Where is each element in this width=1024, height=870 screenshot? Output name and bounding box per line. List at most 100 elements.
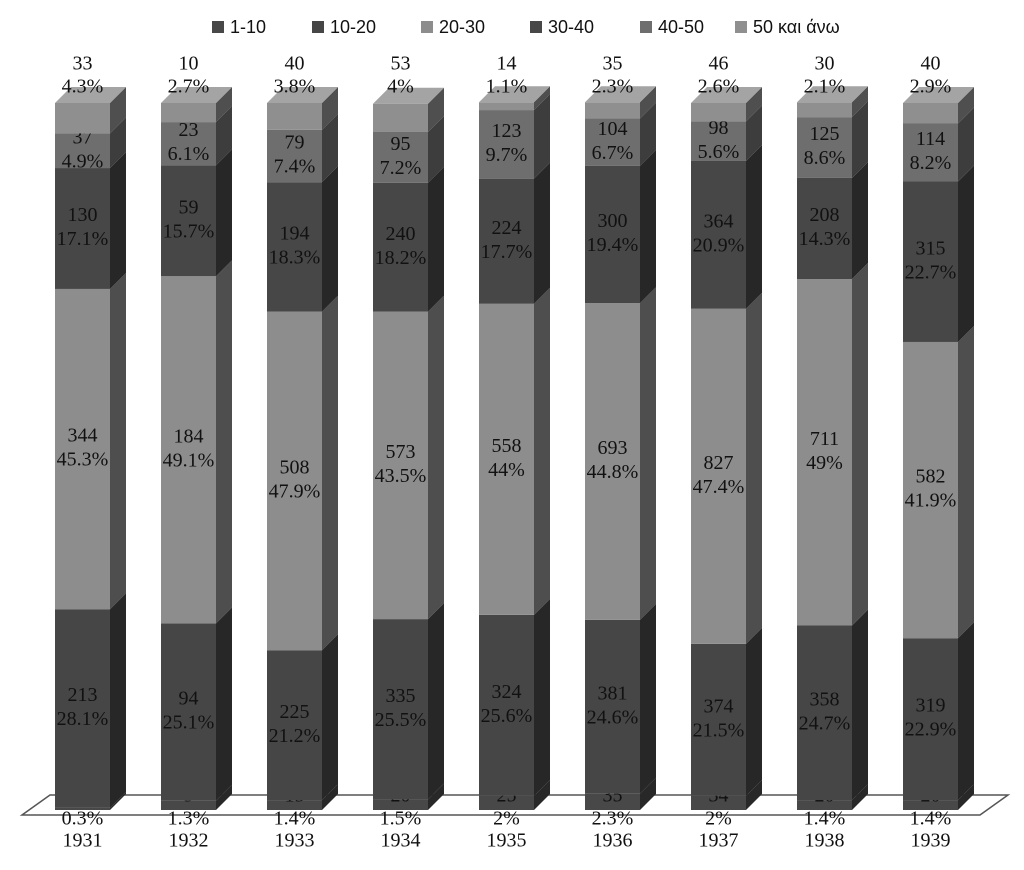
percent-label: 47.4% [693, 476, 745, 498]
bar-side [958, 325, 974, 639]
count-label: 240 [386, 223, 416, 245]
bar-side [322, 634, 338, 801]
legend-label: 10-20 [330, 17, 376, 37]
bar [691, 795, 746, 810]
bar-side [958, 165, 974, 342]
count-label: 827 [704, 452, 734, 474]
bar-side [852, 784, 868, 810]
bar [373, 799, 428, 810]
count-label: 98 [709, 117, 729, 139]
bar [691, 121, 746, 161]
percent-label: 17.7% [481, 241, 533, 263]
count-label: 315 [916, 237, 946, 259]
bar [903, 181, 958, 342]
bar [903, 800, 958, 810]
bar [55, 288, 110, 610]
bar [373, 182, 428, 312]
bar-side [746, 87, 762, 122]
percent-label: 6.1% [168, 143, 210, 165]
bar-side [746, 105, 762, 161]
x-tick-label: 1936 [593, 830, 633, 852]
count-label: 573 [386, 441, 416, 463]
bar-side [110, 593, 126, 808]
bar [479, 178, 534, 304]
count-label: 213 [68, 684, 98, 706]
count-label: 33 [73, 53, 93, 75]
bar [55, 807, 110, 810]
bar-side [852, 101, 868, 178]
count-label: 10 [179, 53, 199, 75]
count-label: 381 [598, 682, 628, 704]
count-label: 224 [492, 217, 522, 239]
legend-label: 40-50 [658, 17, 704, 37]
legend-label: 50 και άνω [753, 17, 840, 37]
bar-top [691, 87, 762, 103]
percent-label: 47.9% [269, 480, 321, 502]
percent-label: 49% [806, 452, 843, 474]
count-label: 123 [492, 120, 522, 142]
bar-side [534, 94, 550, 179]
legend-swatch [735, 21, 747, 33]
bar [903, 638, 958, 801]
x-tick-label: 1935 [487, 830, 527, 852]
bar-side [534, 287, 550, 615]
percent-label: 44% [488, 459, 525, 481]
bar [797, 279, 852, 626]
bar-side [216, 260, 232, 624]
count-label: 374 [704, 695, 734, 717]
bar [691, 103, 746, 122]
count-label: 104 [598, 118, 628, 140]
count-label: 40 [285, 53, 305, 75]
bar-side [322, 113, 338, 183]
percent-label: 18.2% [375, 247, 427, 269]
percent-label: 14.3% [799, 228, 851, 250]
bar-side [958, 622, 974, 801]
bar [267, 129, 322, 183]
percent-label: 2.6% [698, 76, 740, 98]
bar-side [852, 161, 868, 280]
count-label: 94 [179, 688, 199, 710]
x-tick-label: 1931 [63, 830, 103, 852]
x-tick-label: 1937 [699, 830, 739, 852]
percent-label: 9.7% [486, 144, 528, 166]
percent-label: 4.3% [62, 76, 104, 98]
percent-label: 25.5% [375, 709, 427, 731]
percent-label: 19.4% [587, 234, 639, 256]
bar-side [110, 791, 126, 810]
bar-side [216, 784, 232, 810]
bar [161, 276, 216, 624]
bar [267, 182, 322, 312]
percent-label: 7.2% [380, 157, 422, 179]
bar-side [534, 598, 550, 796]
legend-swatch [212, 21, 224, 33]
bar-side [640, 86, 656, 119]
count-label: 95 [391, 133, 411, 155]
count-label: 79 [285, 132, 305, 154]
bar [903, 123, 958, 182]
bar-side [534, 162, 550, 304]
count-label: 35 [603, 53, 623, 75]
bar-top [161, 87, 232, 103]
percent-label: 3.8% [274, 76, 316, 98]
count-label: 582 [916, 466, 946, 488]
legend-swatch [530, 21, 542, 33]
count-label: 335 [386, 685, 416, 707]
bar [479, 614, 534, 796]
legend-swatch [421, 21, 433, 33]
bar [161, 800, 216, 810]
bar-side [428, 87, 444, 132]
bar [903, 341, 958, 639]
bar [267, 800, 322, 810]
count-label: 319 [916, 695, 946, 717]
bar-side [216, 149, 232, 277]
bar [585, 303, 640, 620]
count-label: 558 [492, 435, 522, 457]
percent-label: 25.6% [481, 705, 533, 727]
percent-label: 7.4% [274, 156, 316, 178]
bar-side [746, 779, 762, 810]
count-label: 184 [174, 425, 204, 447]
count-label: 208 [810, 204, 840, 226]
bar-side [746, 144, 762, 309]
count-label: 194 [280, 222, 310, 244]
bar-side [110, 272, 126, 610]
